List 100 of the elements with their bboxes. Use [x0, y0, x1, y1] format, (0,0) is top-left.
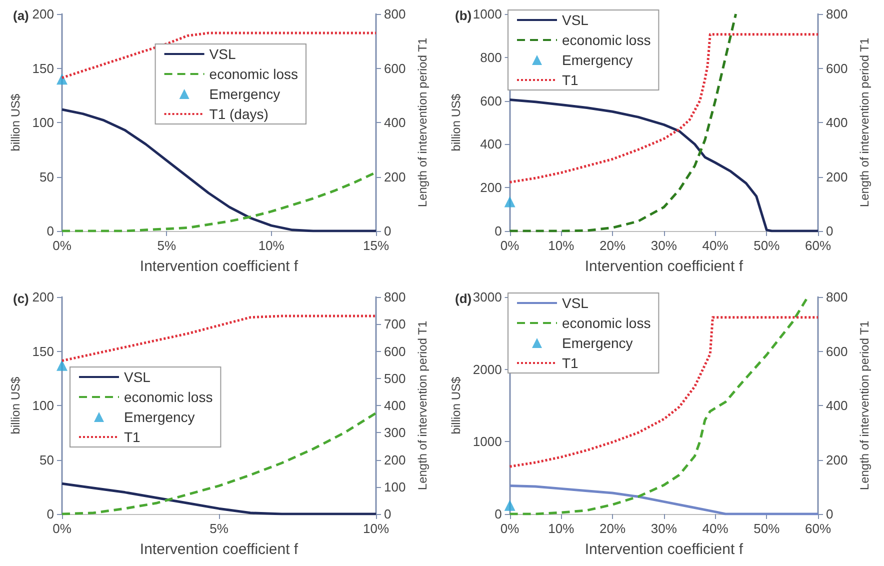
x-tick-label: 10%: [548, 238, 575, 253]
y2-tick-label: 700: [384, 316, 406, 332]
x-tick-label: 20%: [600, 238, 626, 253]
x-tick-label: 10%: [258, 238, 285, 253]
y2-tick-label: 400: [384, 398, 406, 413]
chart-title: (b): [455, 8, 472, 23]
x-tick-label: 30%: [650, 521, 678, 536]
chart-title: (d): [455, 291, 472, 306]
x-tick-label: 60%: [804, 238, 832, 253]
y2-tick-label: 0: [826, 224, 834, 238]
legend-label: Emergency: [124, 409, 195, 425]
y-tick-label: 800: [480, 50, 502, 65]
x-axis-title: Intervention coefficient f: [140, 541, 299, 558]
y2-tick-label: 200: [384, 452, 406, 468]
y-tick-label: 0: [494, 506, 502, 522]
y-tick-label: 0: [46, 506, 54, 522]
chart-title: (a): [13, 8, 29, 23]
line-series: [508, 98, 820, 232]
x-tick-label: 15%: [362, 238, 390, 253]
y2-axis-title: Length of intervention period T1: [416, 38, 430, 208]
legend-label: VSL: [124, 369, 151, 385]
y-tick-label: 200: [32, 290, 54, 304]
x-tick-label: 0%: [500, 521, 520, 536]
y2-axis-title: Length of intervention period T1: [416, 320, 430, 490]
chart-title: (c): [13, 291, 29, 306]
x-tick-label: 60%: [804, 521, 832, 536]
x-tick-label: 10%: [362, 521, 390, 536]
y-tick-label: 150: [32, 344, 54, 359]
y2-tick-label: 800: [826, 290, 848, 304]
legend-label: Emergency: [209, 86, 280, 102]
y2-tick-label: 500: [384, 370, 406, 386]
x-tick-label: 10%: [548, 521, 575, 536]
y-tick-label: 0: [494, 224, 502, 238]
x-tick-label: 40%: [702, 238, 729, 253]
y2-tick-label: 400: [826, 398, 848, 413]
legend-label: economic loss: [124, 389, 213, 405]
y-axis-title: billion US$: [449, 94, 463, 152]
y-axis-title: billion US$: [8, 376, 22, 434]
y2-axis-title: Length of intervention period T1: [858, 320, 872, 490]
legend-label: VSL: [209, 46, 236, 62]
legend-label: T1: [562, 72, 579, 88]
x-tick-label: 20%: [600, 521, 626, 536]
y2-tick-label: 600: [826, 60, 848, 76]
y2-tick-label: 300: [384, 425, 406, 440]
y-tick-label: 150: [32, 60, 54, 76]
y2-tick-label: 800: [384, 6, 406, 22]
x-axis-title: Intervention coefficient f: [584, 258, 744, 275]
y2-tick-label: 0: [384, 506, 392, 522]
line-series: [508, 316, 820, 468]
y-axis-title: billion US$: [8, 94, 22, 152]
y-tick-label: 600: [480, 93, 502, 108]
x-tick-label: 5%: [210, 521, 229, 536]
y-tick-label: 2000: [472, 362, 502, 377]
x-tick-label: 5%: [157, 238, 176, 253]
y-tick-label: 3000: [472, 290, 502, 304]
x-tick-label: 50%: [754, 238, 780, 253]
line-series: [60, 412, 378, 516]
legend-label: VSL: [562, 12, 589, 28]
line-series: [508, 484, 820, 516]
y2-axis-title: Length of intervention period T1: [858, 38, 872, 208]
y2-tick-label: 600: [384, 60, 406, 76]
y2-tick-label: 800: [826, 6, 848, 22]
legend-label: Emergency: [562, 52, 633, 68]
y-axis-title: billion US$: [449, 376, 463, 434]
y-tick-label: 200: [480, 180, 502, 196]
y2-tick-label: 400: [826, 115, 848, 130]
y2-tick-label: 200: [826, 169, 848, 184]
y-tick-label: 200: [32, 6, 54, 22]
y2-tick-label: 0: [826, 506, 834, 522]
y2-tick-label: 600: [384, 344, 406, 359]
y2-tick-label: 400: [384, 115, 406, 130]
line-series: [60, 482, 378, 516]
legend-label: economic loss: [562, 315, 651, 331]
legend-label: economic loss: [562, 32, 651, 48]
x-tick-label: 0%: [52, 521, 72, 536]
y2-tick-label: 200: [384, 169, 406, 184]
line-series: [508, 33, 820, 184]
x-axis-title: Intervention coefficient f: [584, 541, 744, 558]
y2-tick-label: 100: [384, 479, 406, 494]
x-axis-title: Intervention coefficient f: [140, 258, 299, 275]
legend-label: Emergency: [562, 335, 633, 351]
y-tick-label: 0: [46, 224, 54, 238]
y-tick-label: 100: [32, 398, 54, 413]
y-tick-label: 100: [32, 115, 54, 130]
y2-tick-label: 0: [384, 224, 392, 238]
legend-label: VSL: [562, 295, 589, 311]
x-tick-label: 50%: [754, 521, 780, 536]
y2-tick-label: 200: [826, 452, 848, 468]
x-tick-label: 0%: [500, 238, 520, 253]
y-tick-label: 400: [480, 136, 502, 152]
y2-tick-label: 800: [384, 290, 406, 304]
y-tick-label: 50: [40, 169, 54, 184]
x-tick-label: 40%: [702, 521, 729, 536]
y-tick-label: 1000: [472, 6, 502, 22]
legend-label: T1 (days): [209, 106, 268, 122]
legend-label: T1: [124, 429, 141, 445]
legend-label: economic loss: [209, 66, 298, 82]
y2-tick-label: 600: [826, 344, 848, 359]
line-series: [60, 108, 378, 232]
x-tick-label: 0%: [52, 238, 72, 253]
